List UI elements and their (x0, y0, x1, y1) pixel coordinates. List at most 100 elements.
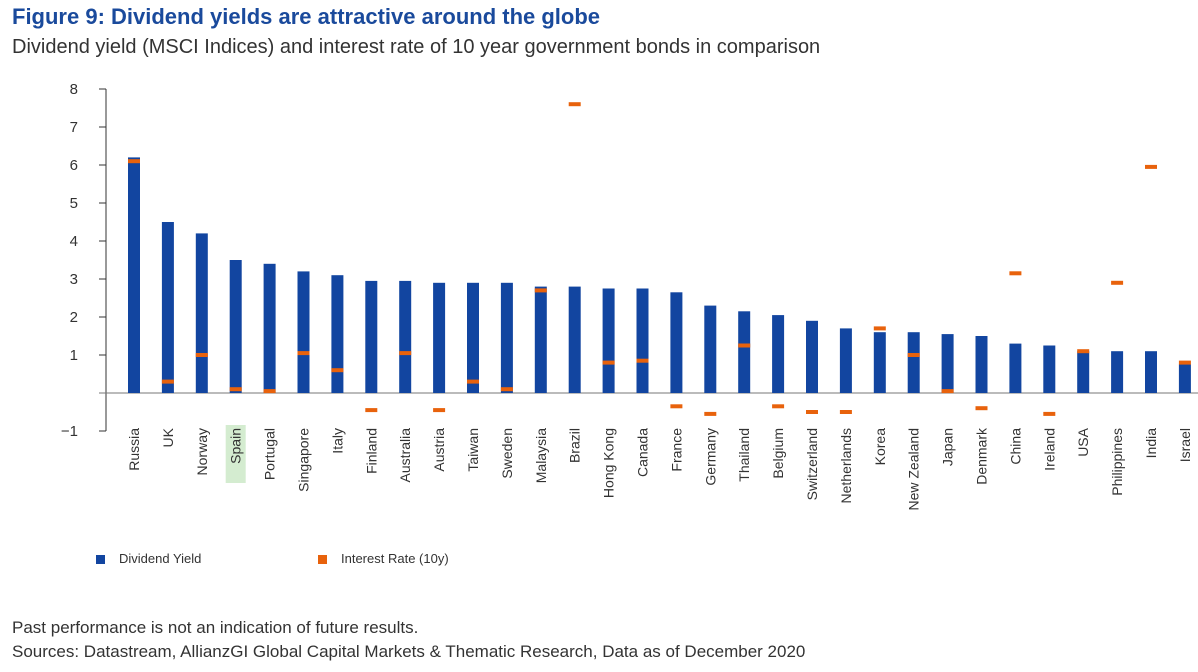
x-tick-label: Switzerland (804, 428, 820, 500)
dividend-bar (263, 263, 276, 393)
dividend-bar (365, 280, 378, 393)
x-tick-label: Belgium (770, 428, 786, 479)
highlight-layer (225, 425, 246, 483)
interest-marker (602, 360, 615, 365)
x-tick-label: Thailand (736, 428, 752, 482)
dividend-bar (229, 260, 242, 393)
interest-marker (806, 410, 818, 414)
legend-item-dividend: Dividend Yield (96, 551, 201, 566)
interest-marker (568, 102, 581, 107)
y-tick-label: 8 (70, 81, 78, 98)
x-axis-labels: Russia UK Norway Spain Portugal Singapore Ital… (126, 427, 1193, 510)
x-tick-label: Sweden (499, 428, 515, 479)
x-tick-label: Israel (1177, 428, 1193, 462)
dividend-bar (195, 233, 208, 393)
x-tick-label: France (668, 428, 684, 472)
interest-marker (161, 379, 174, 384)
dividend-bar (500, 282, 513, 393)
dividend-bar (568, 286, 581, 393)
x-tick-label: UK (160, 427, 176, 447)
dividend-bar (873, 332, 886, 393)
x-tick-label: Canada (635, 428, 651, 477)
dividend-bar (467, 282, 479, 393)
interest-marker (297, 351, 310, 356)
x-tick-label: Korea (872, 428, 888, 466)
footnote-disclaimer: Past performance is not an indication of… (12, 618, 419, 637)
legend-label-dividend: Dividend Yield (119, 551, 202, 566)
chart-title: Figure 9: Dividend yields are attractive… (12, 4, 601, 29)
footnote-sources: Sources: Datastream, AllianzGI Global Ca… (12, 642, 806, 661)
bars-layer (128, 157, 1191, 393)
legend-label-interest: Interest Rate (10y) (341, 551, 449, 566)
interest-marker (670, 404, 683, 409)
x-tick-label: Norway (194, 428, 210, 475)
dividend-bar (534, 286, 547, 393)
interest-marker (636, 358, 649, 363)
markers-layer (128, 102, 1191, 416)
interest-marker (873, 326, 886, 331)
y-tick-label: 2 (70, 309, 78, 326)
interest-marker (331, 368, 344, 373)
interest-marker (500, 387, 513, 392)
interest-marker (738, 343, 751, 348)
x-tick-label: Spain (228, 428, 244, 464)
x-tick-label: Hong Kong (601, 428, 617, 498)
interest-marker (467, 379, 479, 384)
legend-swatch-interest (318, 555, 327, 565)
x-tick-label: Ireland (1041, 428, 1057, 471)
dividend-bar (331, 275, 344, 393)
x-tick-label: India (1143, 428, 1159, 459)
y-tick-label: −1 (61, 423, 78, 440)
interest-marker (534, 288, 547, 293)
x-tick-label: Austria (431, 428, 447, 472)
x-tick-label: Finland (363, 428, 379, 474)
interest-marker (433, 408, 446, 413)
y-tick-label: 7 (70, 119, 78, 136)
dividend-bar (433, 282, 446, 393)
x-tick-label: Australia (397, 428, 413, 483)
x-tick-label: Denmark (974, 427, 990, 485)
interest-marker (365, 408, 378, 413)
y-tick-label: 5 (70, 195, 78, 212)
dividend-bar (738, 311, 751, 393)
interest-marker (263, 389, 276, 394)
interest-marker (399, 351, 412, 356)
y-tick-label: 6 (70, 157, 78, 174)
dividend-bar (907, 332, 920, 393)
interest-marker (1077, 349, 1090, 354)
y-tick-label: 1 (70, 347, 78, 364)
interest-marker (128, 159, 140, 164)
dividend-bar (670, 292, 683, 393)
dividend-bar (772, 315, 785, 393)
interest-marker (229, 387, 242, 392)
interest-marker (1009, 271, 1022, 276)
interest-marker (941, 389, 954, 394)
interest-marker (1043, 411, 1056, 416)
dividend-bar (1009, 343, 1022, 393)
dividend-bar (704, 305, 717, 393)
interest-marker (1111, 280, 1124, 285)
x-tick-label: Singapore (296, 428, 312, 492)
x-tick-label: Portugal (262, 428, 278, 480)
interest-marker (907, 353, 920, 357)
interest-marker (975, 406, 988, 411)
category-highlight (225, 425, 246, 483)
interest-marker (839, 410, 852, 414)
x-tick-label: Malaysia (533, 428, 549, 483)
dividend-bar (1178, 364, 1191, 393)
y-tick-label: 3 (70, 271, 78, 288)
interest-marker (704, 411, 717, 416)
x-tick-label: New Zealand (906, 428, 922, 511)
interest-marker (195, 353, 208, 357)
dividend-bar (399, 280, 412, 393)
interest-marker (1178, 360, 1191, 365)
x-tick-label: USA (1075, 427, 1091, 456)
y-tick-label: 4 (70, 233, 78, 250)
dividend-bar (839, 328, 852, 393)
legend-swatch-dividend (96, 555, 105, 565)
dividend-bar (636, 288, 649, 393)
legend-item-interest: Interest Rate (10y) (318, 551, 449, 566)
dividend-bar (941, 334, 954, 393)
dividend-bar (1145, 351, 1157, 393)
